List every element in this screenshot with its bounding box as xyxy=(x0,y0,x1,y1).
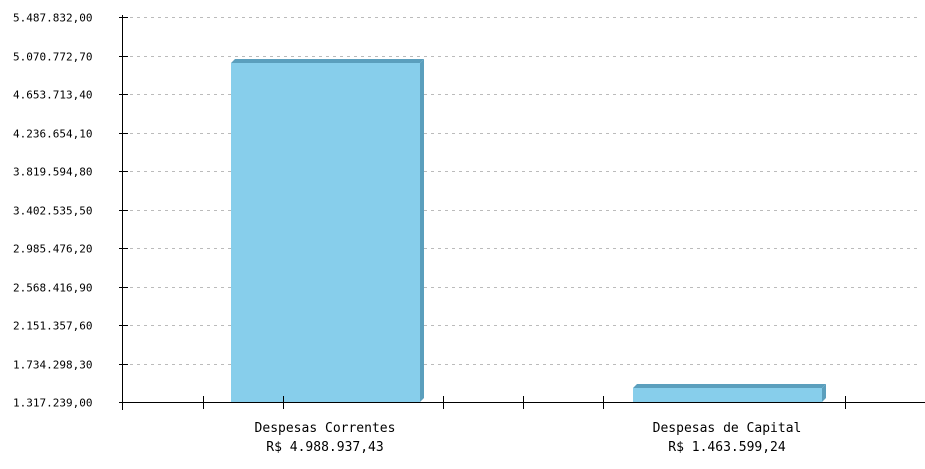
x-category-labels: Despesas Correntes R$ 4.988.937,43 Despesa… xyxy=(255,421,802,455)
bars xyxy=(231,59,826,402)
y-tick-label: 1.317.239,00 xyxy=(13,397,92,410)
y-tick-label: 2.568.416,90 xyxy=(13,282,92,295)
category-label: Despesas de Capital xyxy=(653,421,802,436)
bar-side xyxy=(420,59,424,402)
y-tick-label: 3.819.594,80 xyxy=(13,166,92,179)
bar-group xyxy=(231,59,424,402)
category-label: Despesas Correntes xyxy=(255,421,396,436)
y-tick-label: 5.070.772,70 xyxy=(13,51,92,64)
bar-top xyxy=(633,384,826,388)
bar-group xyxy=(633,384,826,402)
bar-side xyxy=(822,384,826,402)
bar-value-label: R$ 4.988.937,43 xyxy=(266,440,383,455)
y-tick-labels: 1.317.239,00 1.734.298,30 2.151.357,60 2.56… xyxy=(13,12,92,410)
y-tick-label: 2.985.476,20 xyxy=(13,243,92,256)
y-tick-label: 4.236.654,10 xyxy=(13,128,92,141)
axes xyxy=(119,15,925,410)
bar-value-label: R$ 1.463.599,24 xyxy=(668,440,786,455)
bar-top xyxy=(231,59,424,63)
grid-lines xyxy=(130,17,921,365)
bar xyxy=(231,63,420,402)
y-tick-label: 1.734.298,30 xyxy=(13,359,92,372)
y-tick-label: 2.151.357,60 xyxy=(13,320,92,333)
y-tick-label: 4.653.713,40 xyxy=(13,89,92,102)
y-tick-label: 3.402.535,50 xyxy=(13,205,92,218)
bar xyxy=(633,388,822,402)
y-tick-label: 5.487.832,00 xyxy=(13,12,92,25)
